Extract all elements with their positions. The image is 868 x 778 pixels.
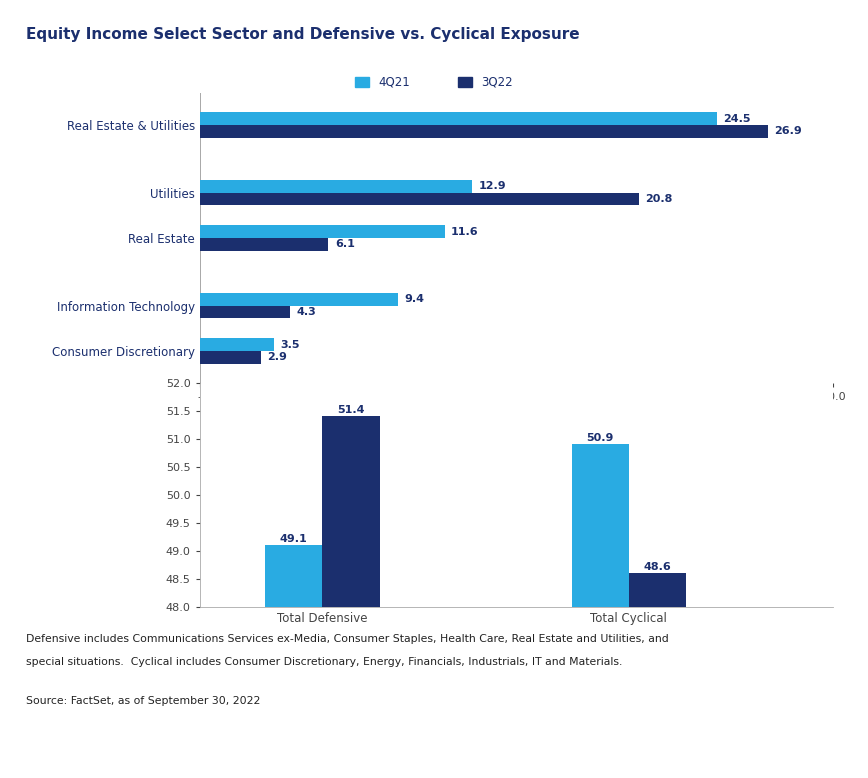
- Text: 3.5: 3.5: [279, 340, 299, 349]
- Text: 6.1: 6.1: [335, 240, 355, 249]
- Bar: [200, 125, 768, 138]
- Bar: [200, 112, 717, 125]
- Text: 9.4: 9.4: [404, 295, 424, 304]
- Text: Defensive includes Communications Services ex-Media, Consumer Staples, Health Ca: Defensive includes Communications Servic…: [26, 634, 668, 644]
- Bar: [200, 193, 639, 205]
- Text: special situations.  Cyclical includes Consumer Discretionary, Energy, Financial: special situations. Cyclical includes Co…: [26, 657, 622, 668]
- Bar: [200, 351, 261, 363]
- Text: 2.9: 2.9: [267, 352, 287, 363]
- Bar: [200, 306, 291, 318]
- Bar: [200, 338, 273, 351]
- Text: 49.1: 49.1: [279, 534, 307, 544]
- Text: 26.9: 26.9: [774, 126, 802, 136]
- Bar: [200, 180, 472, 193]
- Bar: [200, 293, 398, 306]
- Text: 50.9: 50.9: [587, 433, 614, 443]
- Bar: [322, 416, 379, 778]
- Text: 51.4: 51.4: [337, 405, 365, 415]
- Text: 4.3: 4.3: [297, 307, 317, 317]
- Bar: [629, 573, 686, 778]
- Text: 48.6: 48.6: [643, 562, 671, 572]
- Bar: [572, 444, 629, 778]
- Text: 11.6: 11.6: [451, 226, 478, 237]
- Text: 24.5: 24.5: [723, 114, 751, 124]
- Bar: [200, 226, 444, 238]
- Legend: 4Q21, 3Q22: 4Q21, 3Q22: [351, 72, 517, 93]
- Text: Source: FactSet, as of September 30, 2022: Source: FactSet, as of September 30, 202…: [26, 696, 260, 706]
- Text: Equity Income Select Sector and Defensive vs. Cyclical Exposure: Equity Income Select Sector and Defensiv…: [26, 27, 580, 42]
- Text: 20.8: 20.8: [645, 194, 673, 204]
- Bar: [265, 545, 322, 778]
- Text: 12.9: 12.9: [478, 181, 506, 191]
- Bar: [200, 238, 328, 251]
